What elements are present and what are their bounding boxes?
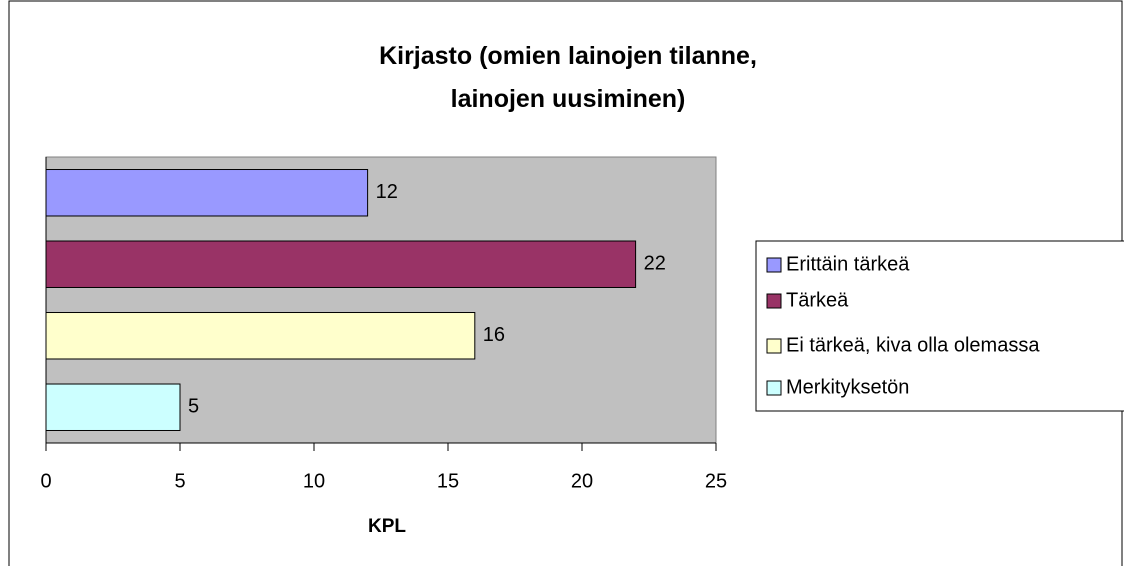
legend-box — [755, 240, 1124, 412]
chart-title: Kirjasto (omien lainojen tilanne, lainoje… — [379, 42, 757, 113]
x-tick-label: 25 — [705, 470, 727, 492]
x-tick-label: 0 — [40, 470, 51, 492]
legend-swatch — [766, 293, 782, 309]
x-tick-label: 15 — [437, 470, 459, 492]
x-tick-label: 20 — [571, 470, 593, 492]
legend-swatch — [766, 380, 782, 396]
value-label: 12 — [376, 181, 398, 203]
x-axis-label: KPL — [368, 516, 406, 537]
value-label: 16 — [483, 324, 505, 346]
x-tick-label: 5 — [174, 470, 185, 492]
bar — [45, 240, 637, 288]
value-label: 5 — [188, 396, 199, 418]
bar — [45, 169, 369, 217]
legend-label: Ei tärkeä, kiva olla olemassa — [786, 334, 1040, 356]
legend-label: Tärkeä — [786, 289, 849, 311]
legend-swatch — [766, 338, 782, 354]
x-tick-label: 10 — [303, 470, 325, 492]
legend-swatch — [766, 257, 782, 273]
value-label: 22 — [644, 253, 666, 275]
bar — [45, 383, 181, 431]
legend-label: Merkityksetön — [786, 376, 909, 398]
bar — [45, 312, 476, 360]
legend-label: Erittäin tärkeä — [786, 253, 910, 275]
